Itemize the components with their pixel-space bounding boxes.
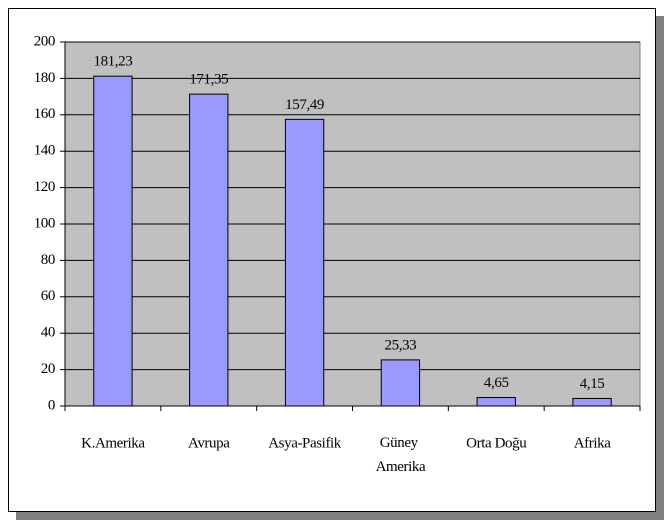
y-tick-label: 80 [41,252,55,268]
x-tick-label: Asya-Pasifik [268,435,342,451]
y-tick-label: 200 [34,33,55,49]
data-label: 25,33 [385,337,417,353]
x-tick-label: Afrika [574,435,611,451]
x-tick-label: Orta Doğu [466,435,527,451]
y-tick-label: 40 [41,325,55,341]
x-tick-label: Güney Amerika [376,435,426,475]
data-label: 4,65 [484,375,509,391]
x-tick-label: Avrupa [188,435,230,451]
bar [284,118,325,407]
y-tick-label: 160 [34,106,55,122]
bar [476,397,516,407]
x-tick-label: K.Amerika [81,435,145,451]
data-label: 157,49 [285,97,324,113]
data-label: 4,15 [580,376,605,392]
bar [93,75,133,407]
y-tick-label: 0 [48,397,55,413]
data-label: 181,23 [93,54,132,70]
y-tick-label: 180 [34,70,55,86]
y-tick-label: 120 [34,179,55,195]
bar [572,397,612,407]
bar [380,359,421,407]
y-tick-label: 60 [41,288,55,304]
bar [189,93,229,407]
data-label: 171,35 [189,72,228,88]
y-tick-label: 100 [34,215,55,231]
y-tick-label: 140 [34,143,55,159]
y-tick-label: 20 [41,361,55,377]
